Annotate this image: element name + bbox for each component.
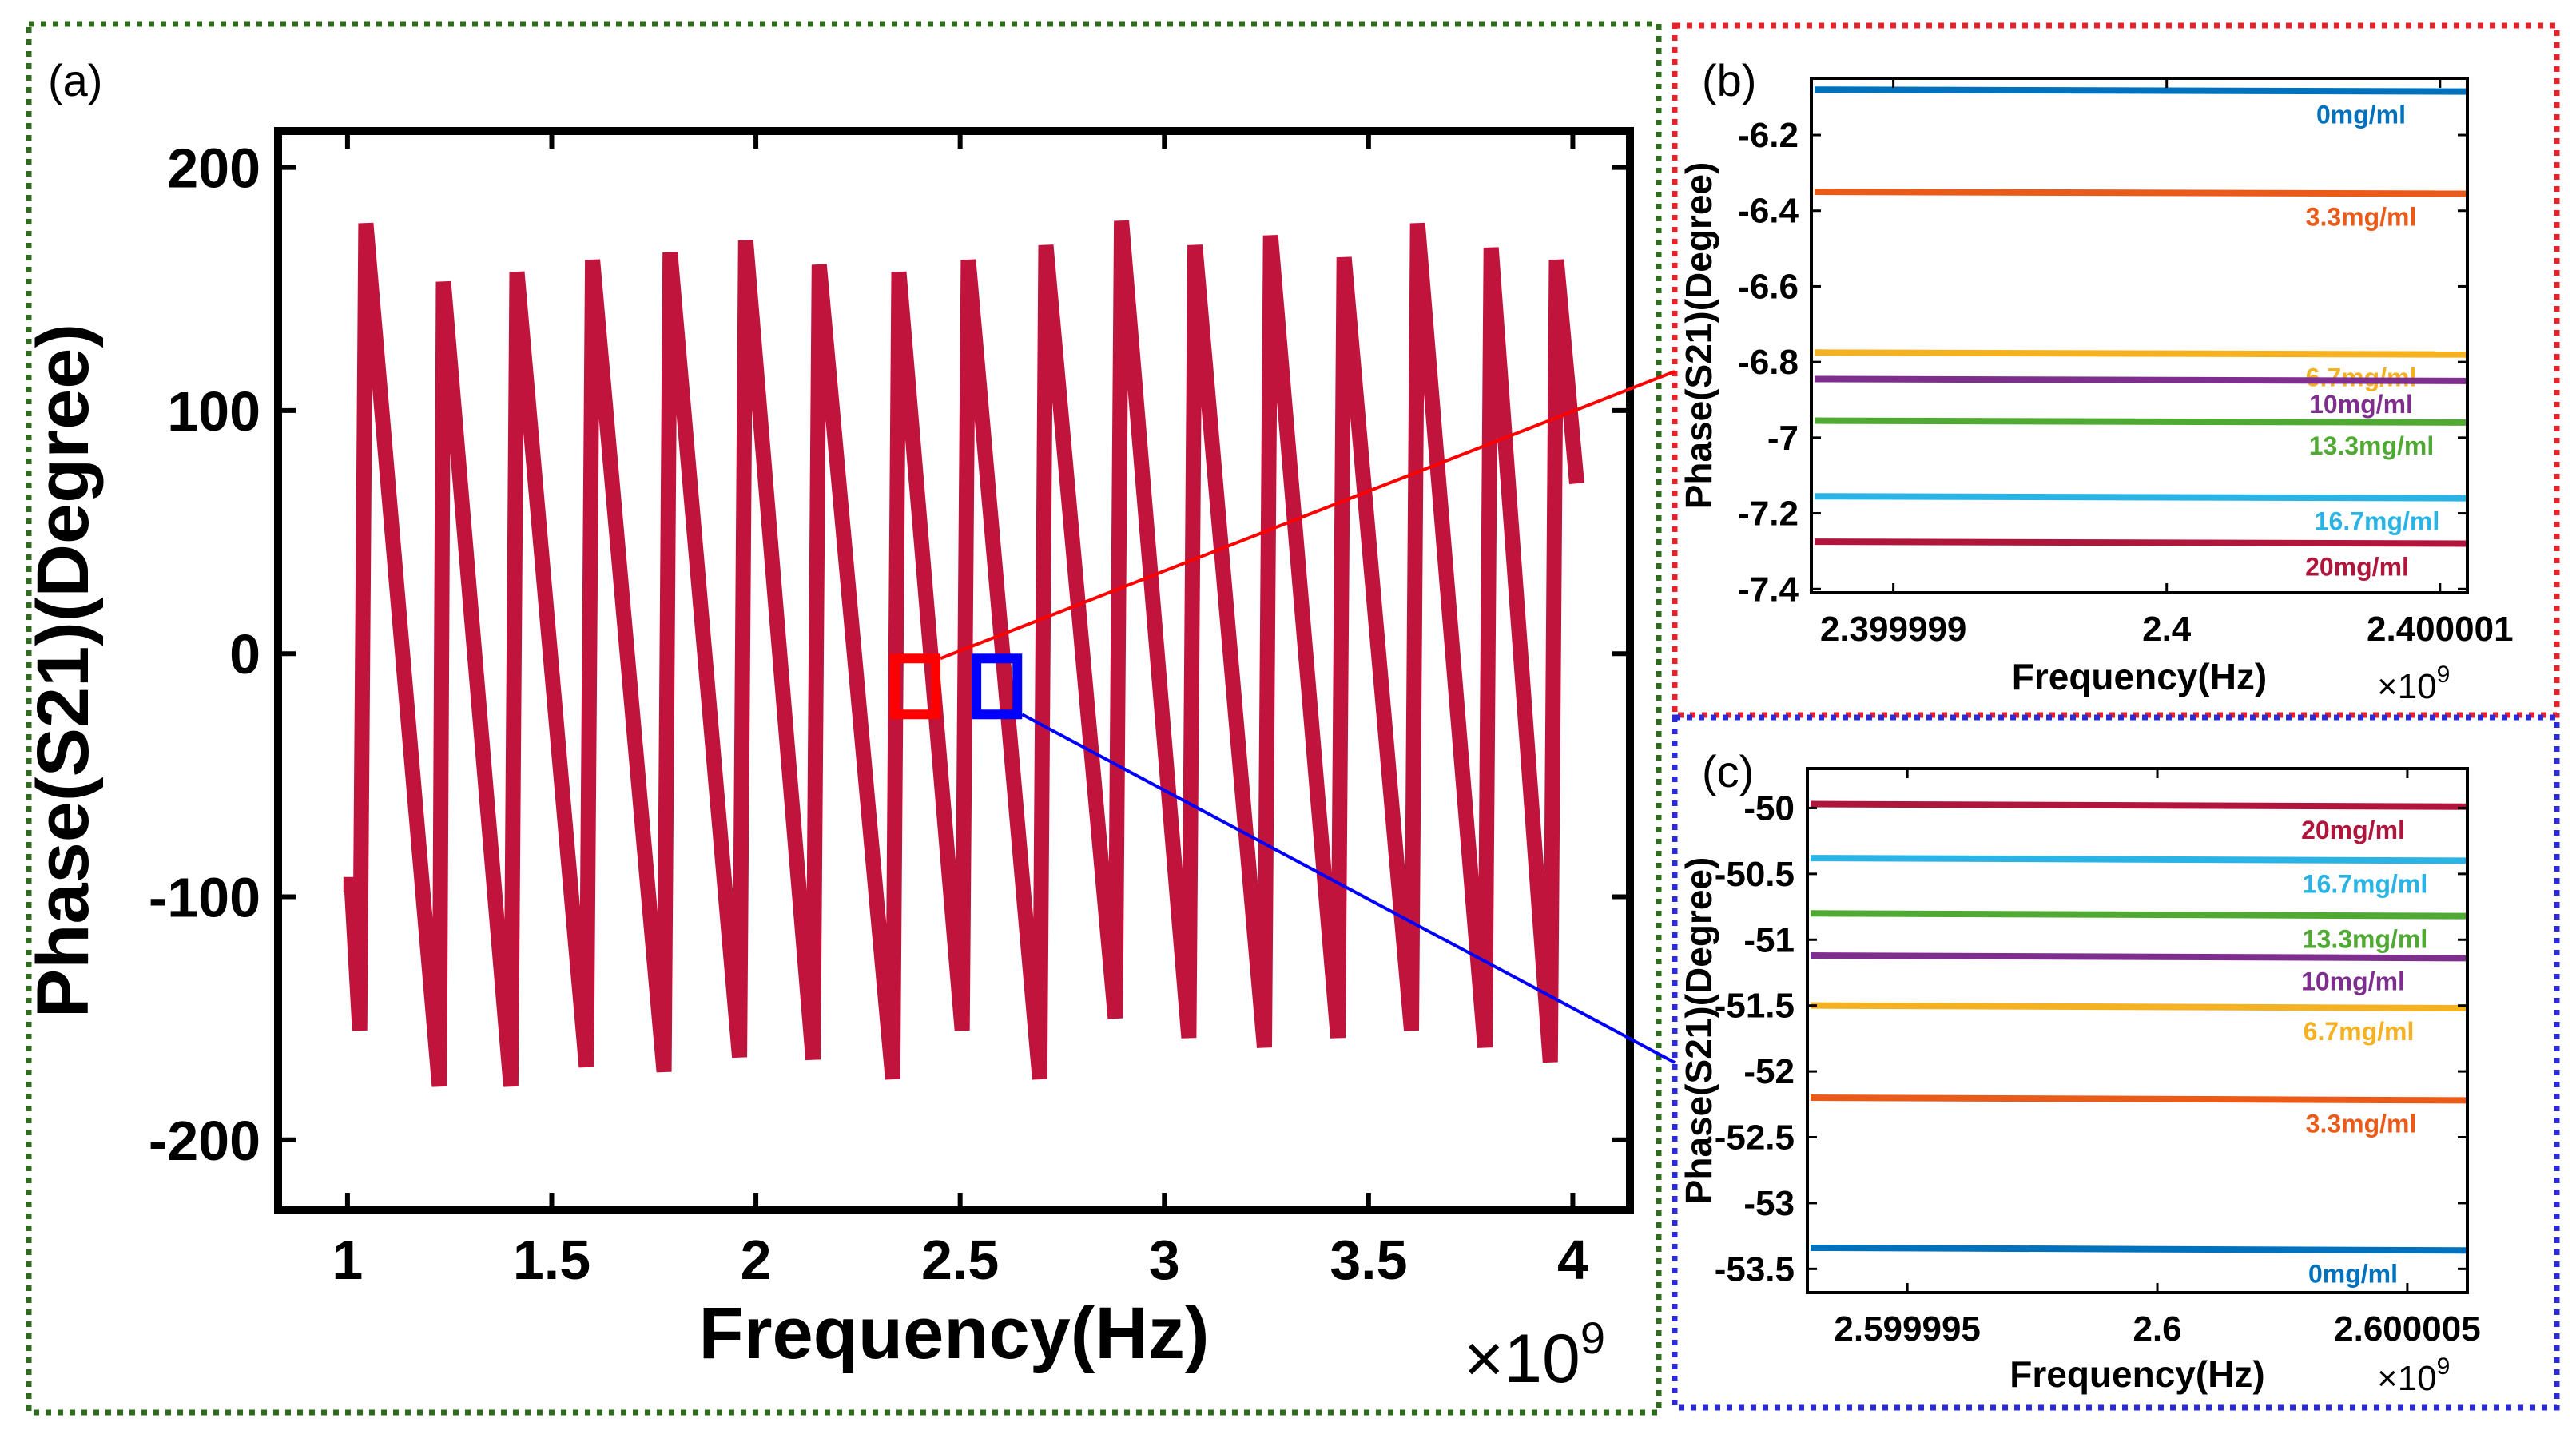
series-label: 20mg/ml [2305, 552, 2409, 581]
series-line-16-7mgml [1810, 855, 2467, 864]
series-line-6-7mgml [1814, 349, 2467, 358]
series-line-16-7mgml [1814, 493, 2467, 502]
zoom-box-c [972, 653, 1023, 720]
x-tick-label: 2.600005 [2334, 1309, 2481, 1349]
x-exponent-power: 9 [1580, 1313, 1605, 1363]
x-tick-label: 4 [1557, 1229, 1588, 1291]
x-exponent-power: 9 [2437, 1353, 2451, 1380]
connector-line-b [940, 370, 1676, 661]
x-tick-label: 1.5 [513, 1229, 590, 1291]
series-label: 3.3mg/ml [2306, 202, 2417, 231]
x-tick-label: 2.5 [921, 1229, 999, 1291]
series-label: 20mg/ml [2301, 816, 2405, 844]
zoom-connectors [940, 370, 1676, 1064]
y-axis-label-b: Phase(S21)(Degree) [1678, 162, 1719, 510]
y-tick-label: -50 [1743, 789, 1795, 828]
series-label: 3.3mg/ml [2306, 1109, 2417, 1138]
y-tick-label: -50.5 [1715, 855, 1795, 894]
series-line-20mgml [1814, 538, 2467, 547]
y-tick-label: -6.6 [1738, 267, 1799, 306]
x-tick-label: 1 [332, 1229, 363, 1291]
x-tick-label: 2.4 [2142, 610, 2192, 649]
connector-line-c [1021, 713, 1676, 1064]
y-tick-label: 200 [167, 137, 260, 200]
y-tick-label: -7 [1767, 419, 1799, 458]
x-tick-label: 3 [1149, 1229, 1180, 1291]
y-tick-label: -53 [1743, 1184, 1795, 1223]
y-tick-label: -6.2 [1738, 116, 1799, 155]
y-tick-label: -7.2 [1738, 495, 1799, 534]
y-tick-label: -52.5 [1715, 1118, 1795, 1158]
x-exponent-a: ×109 [1464, 1313, 1605, 1397]
y-axis-label-a: Phase(S21)(Degree) [22, 324, 104, 1018]
x-tick-label: 2.400001 [2367, 610, 2514, 649]
panel-b: (b)0mg/ml3.3mg/ml6.7mg/ml10mg/ml13.3mg/m… [1678, 55, 2514, 706]
y-tick-label: 0 [229, 623, 260, 685]
series-label: 10mg/ml [2301, 967, 2405, 995]
series-line-0mgml [1810, 1244, 2467, 1254]
series-line-13-3mgml [1814, 417, 2467, 426]
series-label: 6.7mg/ml [2304, 1017, 2415, 1046]
y-tick-label: -7.4 [1738, 570, 1799, 609]
series-line-phase [343, 220, 1584, 1087]
panel-label-c: (c) [1702, 746, 1754, 796]
series-label: 0mg/ml [2308, 1259, 2398, 1288]
series-line-10mgml [1814, 375, 2467, 384]
panel-label-b: (b) [1702, 55, 1756, 105]
panel-label-a: (a) [48, 55, 102, 105]
x-axis-label-b: Frequency(Hz) [2012, 656, 2267, 697]
series-line-3-3mgml [1814, 189, 2467, 197]
series-label: 0mg/ml [2316, 101, 2406, 129]
y-tick-label: -51.5 [1715, 987, 1795, 1026]
series-label: 10mg/ml [2309, 390, 2413, 419]
axes-frame-b [1810, 77, 2469, 594]
series-line-6-7mgml [1810, 1002, 2467, 1011]
x-axis-label-c: Frequency(Hz) [2010, 1353, 2264, 1395]
series-line-0mgml [1814, 86, 2467, 95]
y-tick-label: -53.5 [1715, 1249, 1795, 1289]
y-tick-label: 100 [167, 380, 260, 443]
y-tick-label: -6.8 [1738, 343, 1799, 382]
y-tick-label: -51 [1743, 920, 1795, 959]
y-axis-label-c: Phase(S21)(Degree) [1678, 857, 1719, 1205]
x-axis-label-a: Frequency(Hz) [699, 1293, 1210, 1374]
series-line-20mgml [1810, 800, 2467, 810]
series-label: 16.7mg/ml [2315, 507, 2440, 536]
x-exponent-power: 9 [2437, 661, 2451, 688]
y-tick-label: -52 [1743, 1052, 1795, 1091]
x-tick-label: 2 [741, 1229, 772, 1291]
panel-c-frame [1672, 714, 2560, 1411]
series-line-3-3mgml [1810, 1094, 2467, 1104]
x-tick-label: 3.5 [1330, 1229, 1407, 1291]
y-tick-label: -100 [149, 866, 260, 928]
y-tick-label: -6.4 [1738, 192, 1799, 231]
y-tick-label: -200 [149, 1110, 260, 1172]
x-exponent-c: ×109 [2377, 1353, 2450, 1398]
series-label: 13.3mg/ml [2303, 925, 2428, 954]
panel-b-frame [1672, 22, 2560, 718]
panel-c: (c) 20mg/ml 16.7mg/ml 13.3mg/ml 10mg/ml 6.7mg… [1678, 746, 2481, 1398]
panel-a-frame [26, 21, 1662, 1416]
x-tick-label: 2.399999 [1820, 610, 1967, 649]
axes-frame-c [1806, 767, 2469, 1294]
x-exponent-b: ×109 [2377, 661, 2450, 706]
series-label: 13.3mg/ml [2309, 431, 2435, 460]
series-line-10mgml [1810, 952, 2467, 962]
axes-frame-a [274, 127, 1634, 1214]
series-label: 16.7mg/ml [2303, 869, 2428, 898]
x-tick-label: 2.6 [2133, 1309, 2181, 1349]
panel-a: (a) 1 1.5 2 2.5 3 3.5 4 -200 -100 0 100 200 Frequency… [22, 55, 1634, 1397]
x-tick-label: 2.599995 [1834, 1309, 1981, 1349]
series-line-13-3mgml [1810, 910, 2467, 920]
zoom-box-b [889, 653, 940, 720]
